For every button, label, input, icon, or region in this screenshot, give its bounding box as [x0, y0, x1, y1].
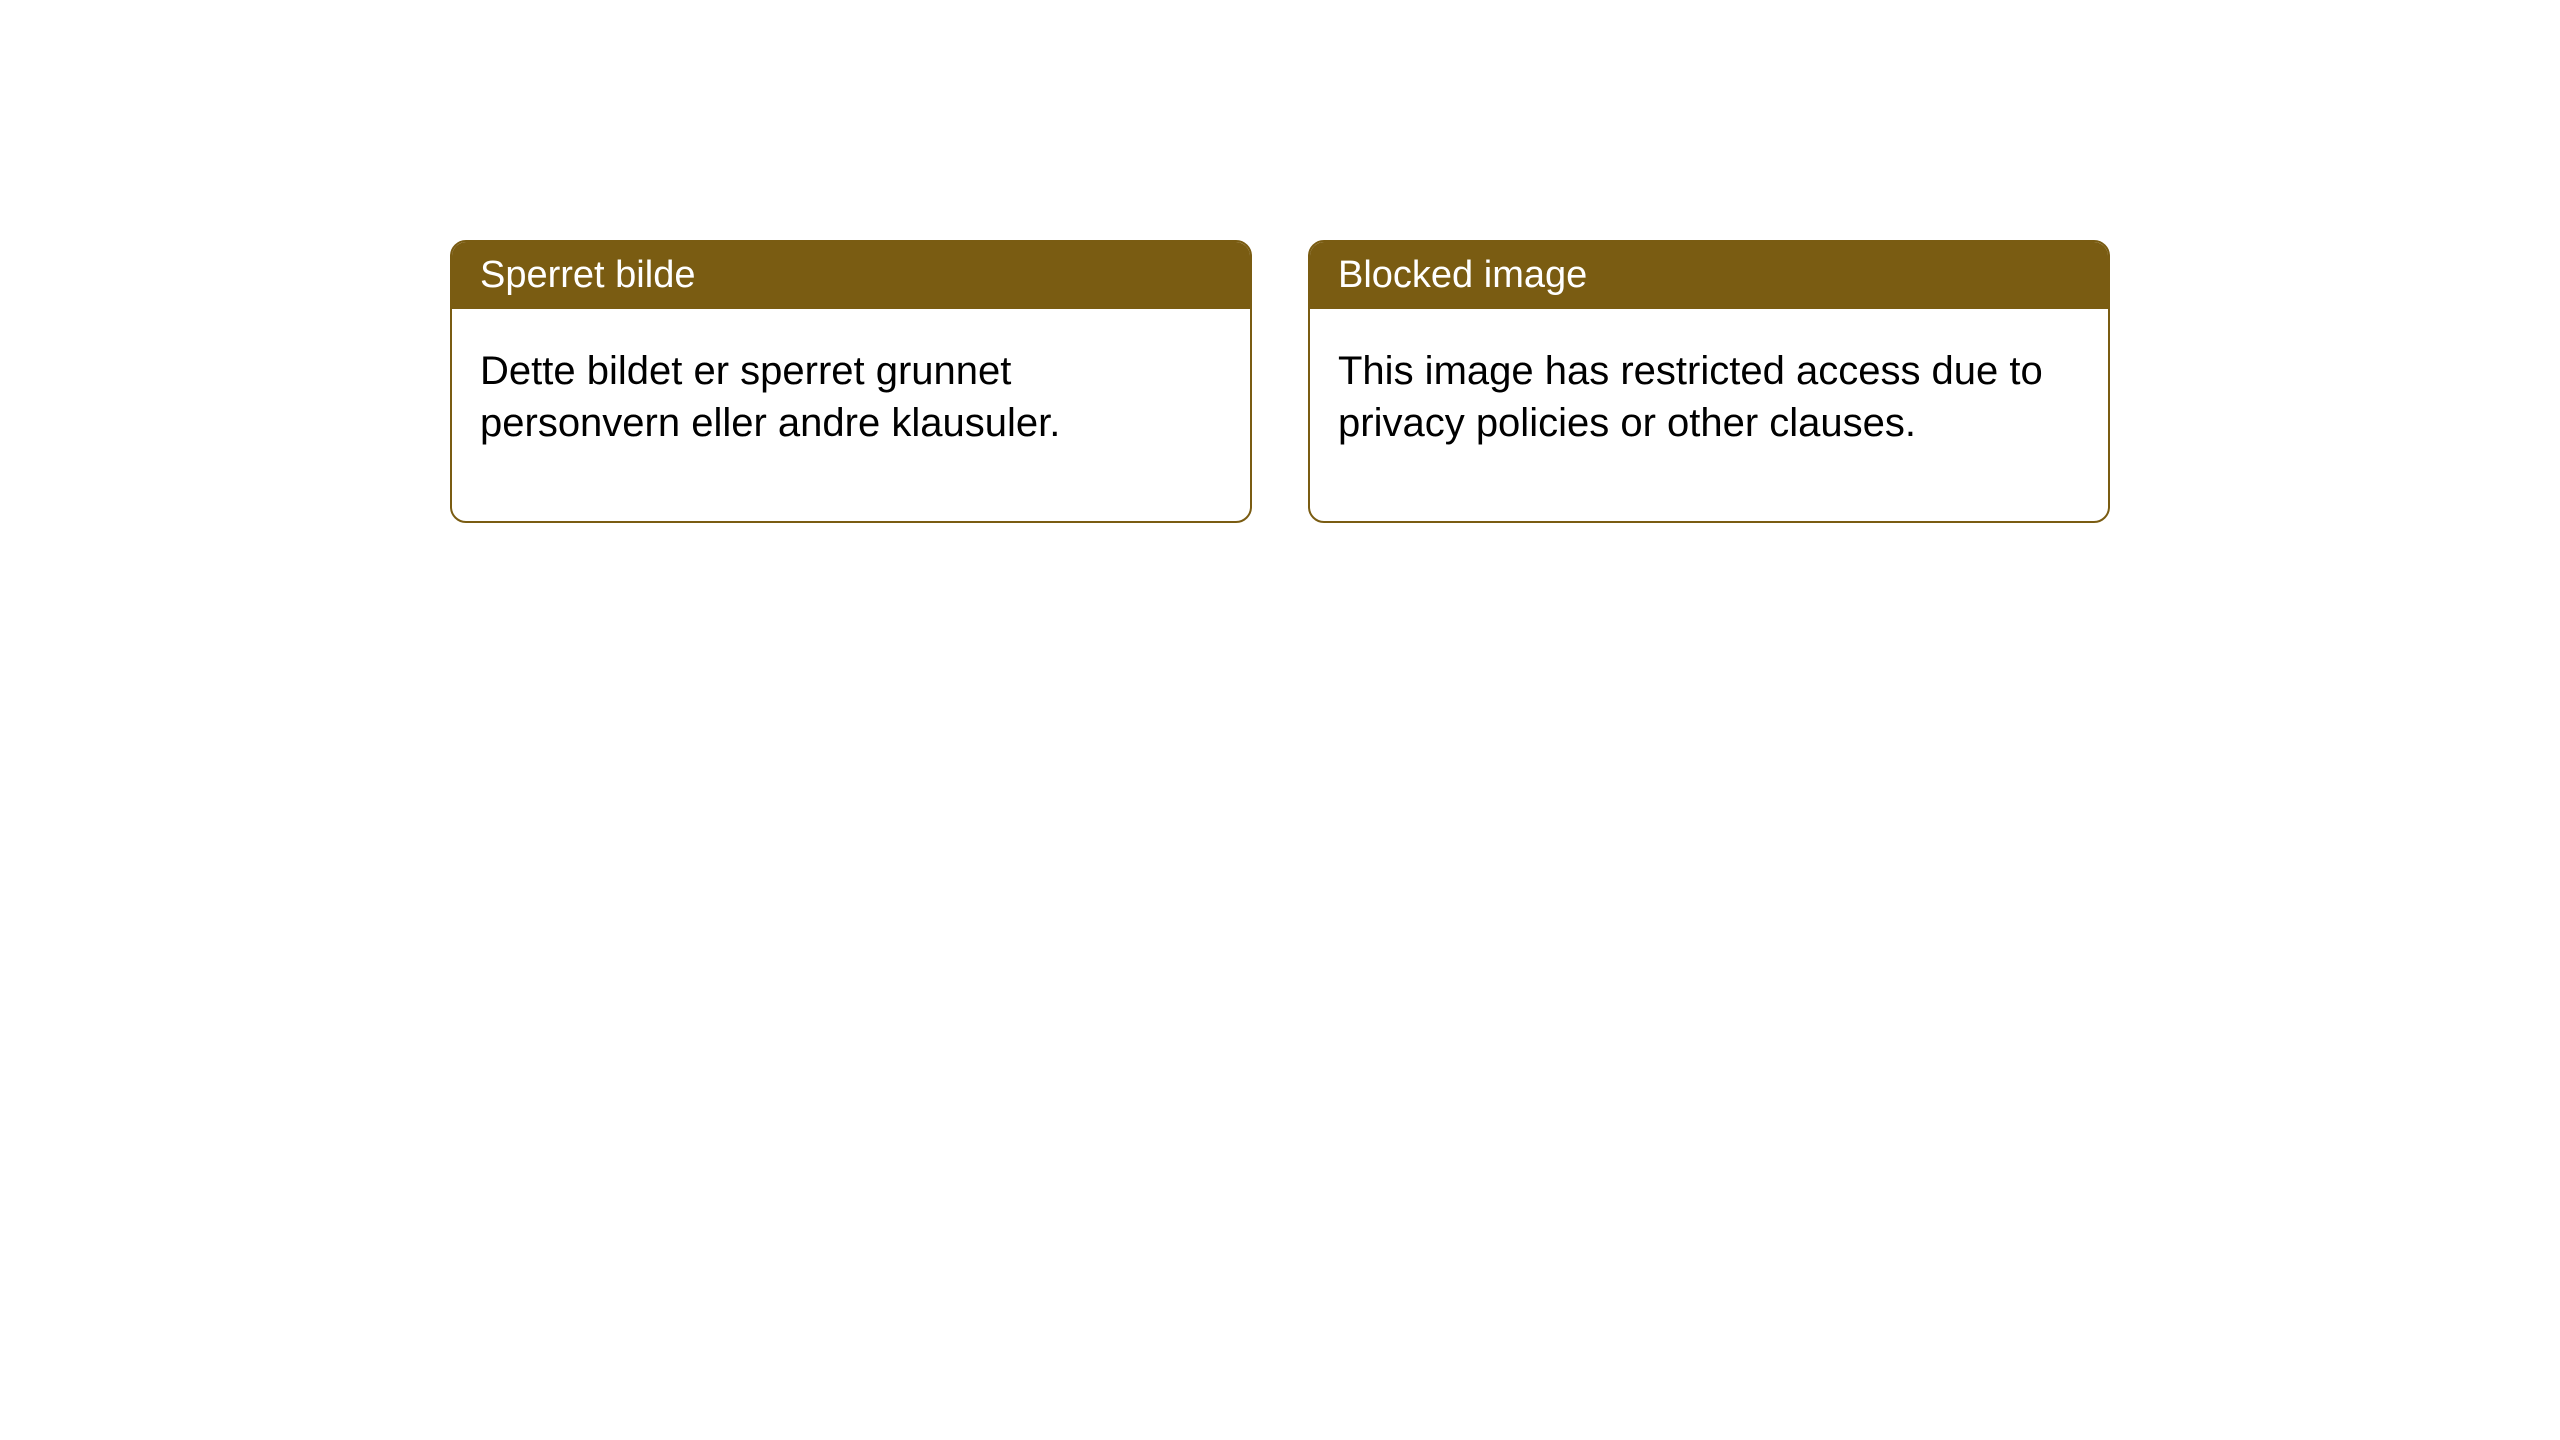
notice-header: Sperret bilde — [452, 242, 1250, 309]
notice-body: Dette bildet er sperret grunnet personve… — [452, 309, 1250, 521]
notice-body: This image has restricted access due to … — [1310, 309, 2108, 521]
notice-body-text: Dette bildet er sperret grunnet personve… — [480, 349, 1060, 445]
notice-container: Sperret bilde Dette bildet er sperret gr… — [0, 0, 2560, 523]
notice-header: Blocked image — [1310, 242, 2108, 309]
notice-body-text: This image has restricted access due to … — [1338, 349, 2043, 445]
notice-card-norwegian: Sperret bilde Dette bildet er sperret gr… — [450, 240, 1252, 523]
notice-title: Blocked image — [1338, 254, 1587, 296]
notice-title: Sperret bilde — [480, 254, 695, 296]
notice-card-english: Blocked image This image has restricted … — [1308, 240, 2110, 523]
